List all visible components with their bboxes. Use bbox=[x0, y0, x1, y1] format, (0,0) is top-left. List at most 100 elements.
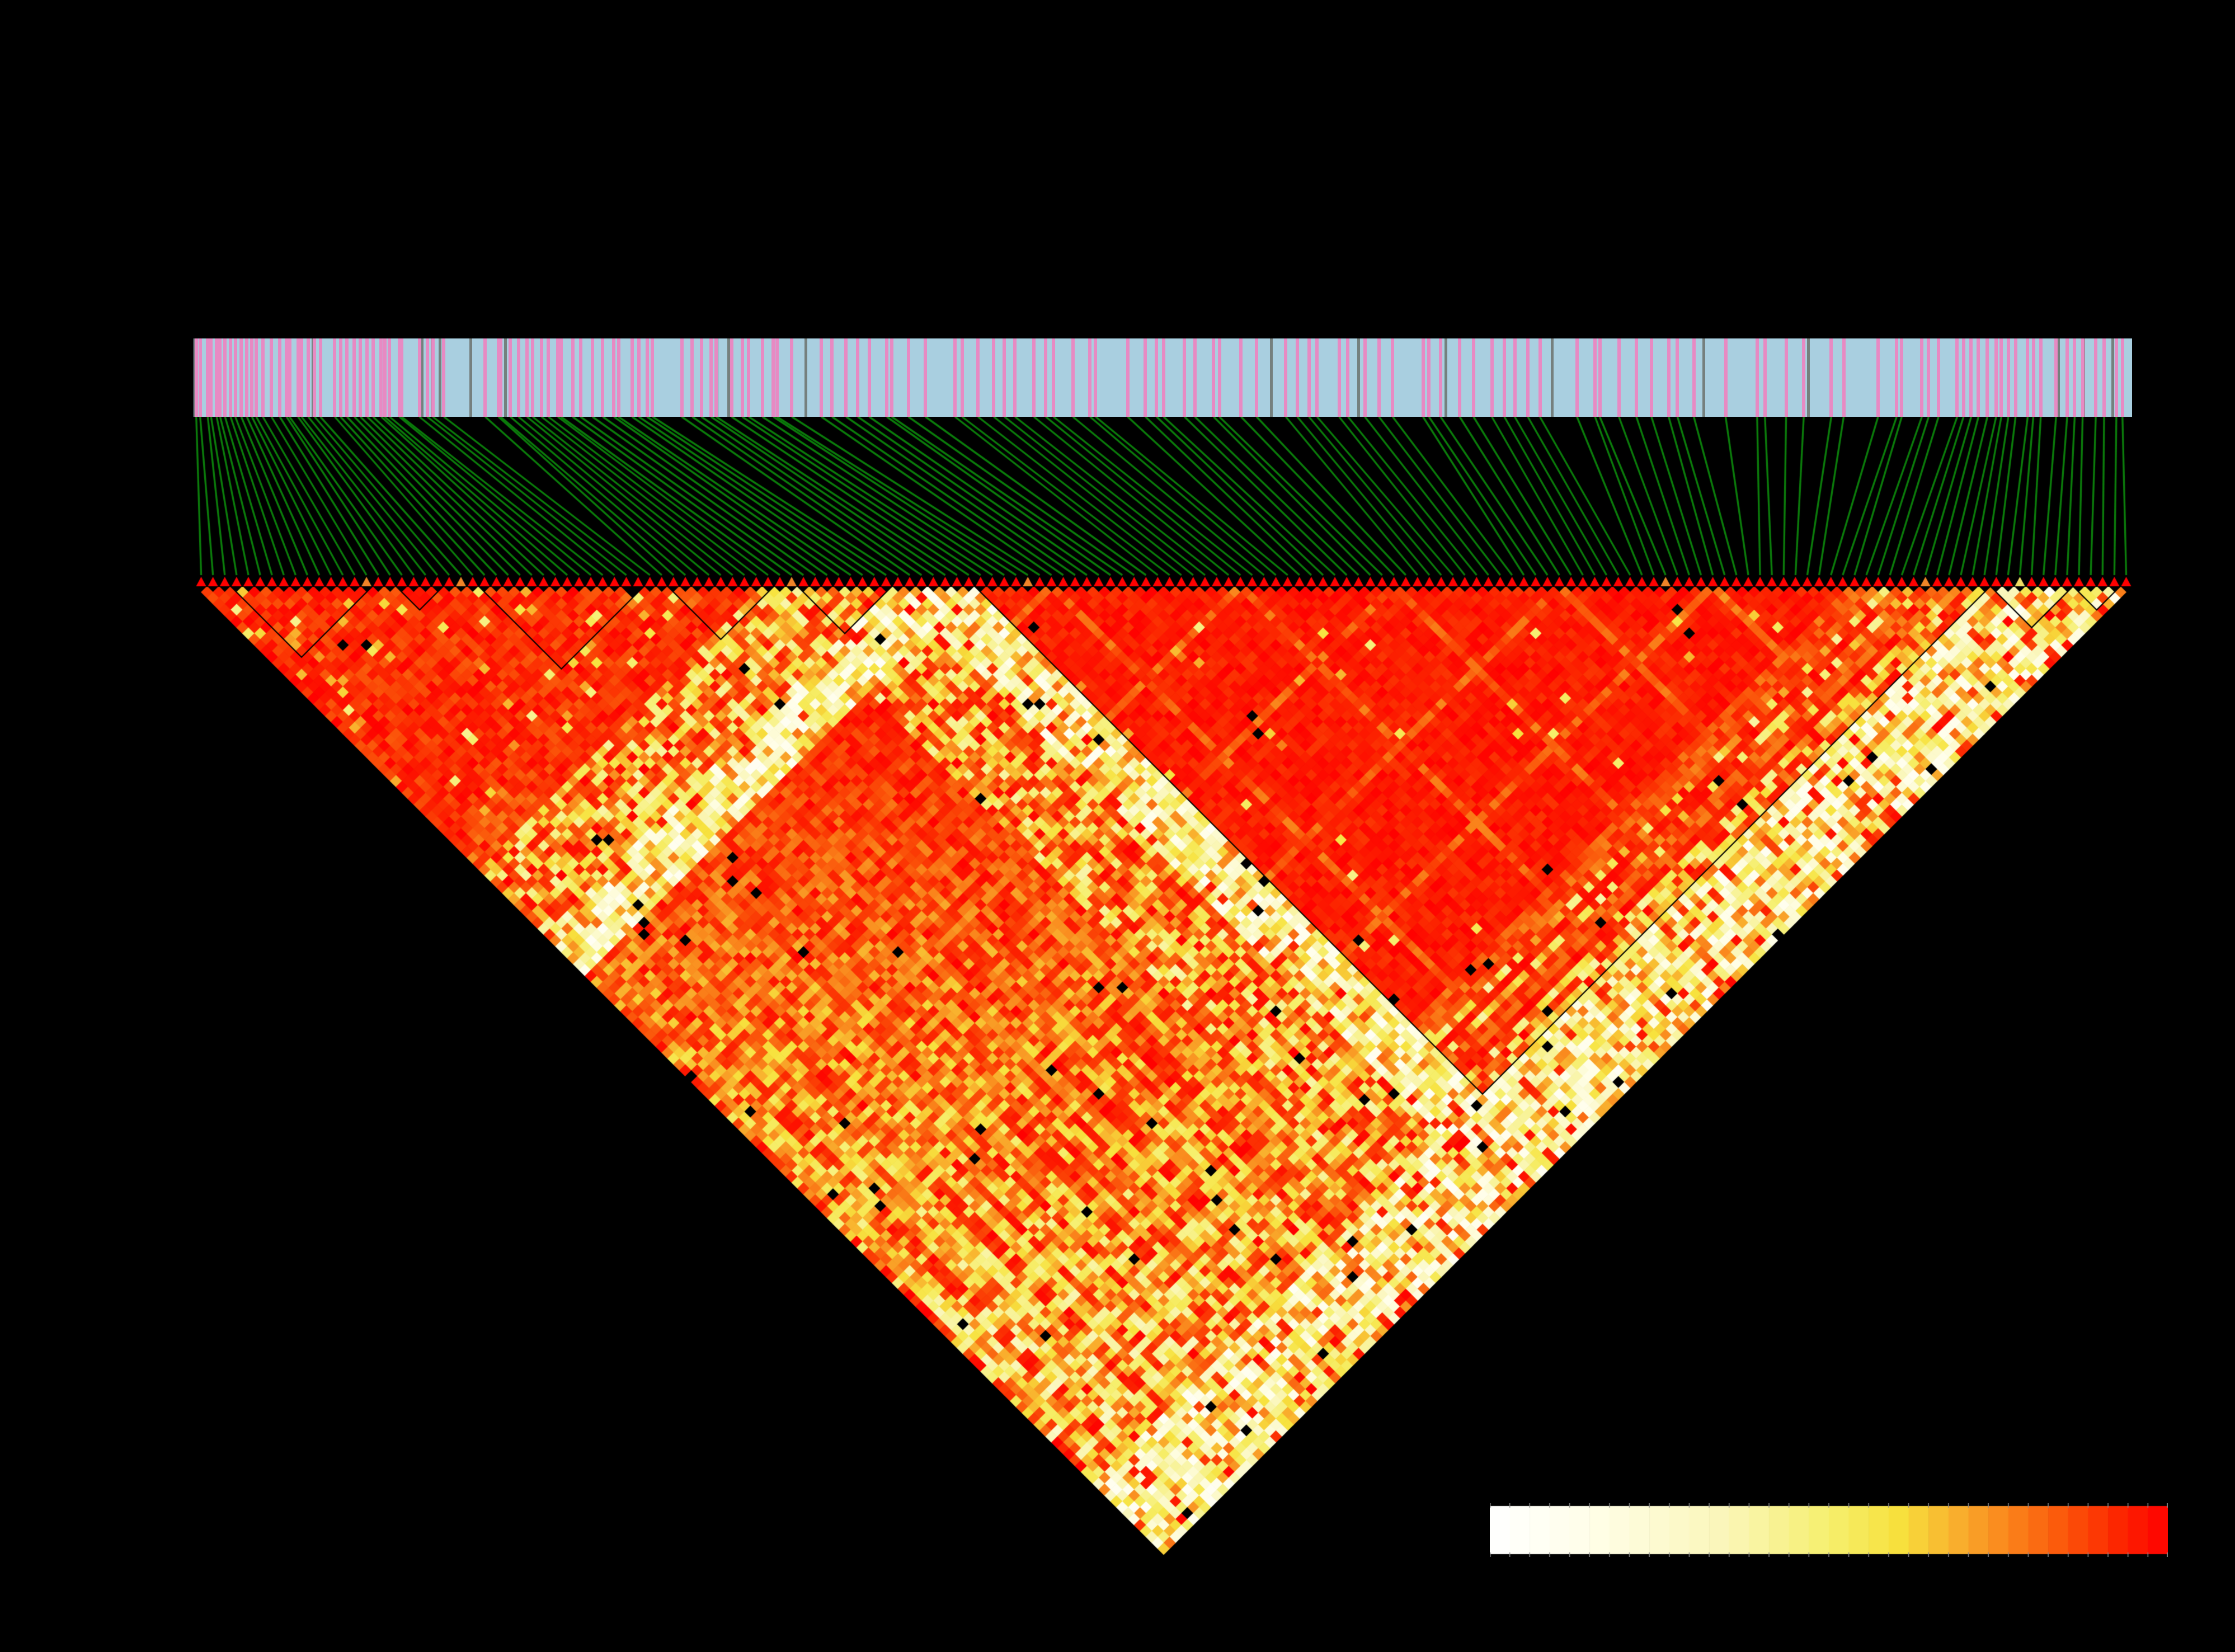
snp-position-tick bbox=[1421, 338, 1425, 417]
snp-position-tick bbox=[1458, 338, 1462, 417]
snp-position-tick bbox=[601, 338, 605, 417]
snp-position-tick bbox=[531, 338, 535, 417]
snp-position-tick bbox=[417, 338, 421, 417]
snp-position-tick bbox=[2120, 338, 2124, 417]
snp-position-tick bbox=[1575, 338, 1579, 417]
snp-position-tick bbox=[960, 338, 964, 417]
color-key bbox=[1490, 1503, 2168, 1557]
snp-position-tick bbox=[2026, 338, 2030, 417]
snp-position-tick bbox=[296, 338, 300, 417]
snp-position-tick bbox=[218, 338, 222, 417]
snp-position-tick bbox=[1471, 338, 1475, 417]
snp-position-tick bbox=[1183, 338, 1187, 417]
snp-position-tick bbox=[1667, 338, 1671, 417]
snp-position-tick bbox=[1598, 338, 1602, 417]
snp-position-tick bbox=[1126, 338, 1130, 417]
snp-position-tick bbox=[1969, 338, 1973, 417]
snp-position-tick bbox=[1315, 338, 1319, 417]
snp-position-tick bbox=[198, 338, 202, 417]
snp-position-tick bbox=[1617, 338, 1621, 417]
snp-position-tick bbox=[856, 338, 860, 417]
snp-position-tick bbox=[483, 338, 487, 417]
snp-position-tick bbox=[261, 338, 265, 417]
snp-position-tick bbox=[547, 338, 550, 417]
snp-position-tick bbox=[1439, 338, 1443, 417]
snp-position-tick bbox=[1502, 338, 1506, 417]
snp-position-tick bbox=[278, 338, 282, 417]
snp-position-tick bbox=[540, 338, 543, 417]
snp-position-tick bbox=[612, 338, 616, 417]
snp-position-tick bbox=[194, 338, 198, 417]
snp-position-tick bbox=[1676, 338, 1679, 417]
snp-position-tick bbox=[1161, 338, 1165, 417]
snp-position-tick bbox=[1377, 338, 1381, 417]
snp-position-tick bbox=[1724, 338, 1728, 417]
snp-position-tick bbox=[516, 338, 520, 417]
snp-position-tick bbox=[890, 338, 893, 417]
snp-position-tick bbox=[1193, 338, 1197, 417]
snp-position-tick bbox=[1634, 338, 1638, 417]
snp-position-tick bbox=[1977, 338, 1980, 417]
excluded-snp-tick bbox=[504, 338, 507, 417]
snp-position-tick bbox=[714, 338, 718, 417]
snp-position-tick bbox=[844, 338, 848, 417]
snp-position-tick bbox=[1876, 338, 1880, 417]
snp-position-tick bbox=[1094, 338, 1098, 417]
snp-position-tick bbox=[1692, 338, 1696, 417]
snp-position-tick bbox=[1994, 338, 1998, 417]
snp-position-tick bbox=[1013, 338, 1017, 417]
snp-position-tick bbox=[1829, 338, 1833, 417]
snp-position-tick bbox=[699, 338, 703, 417]
snp-position-tick bbox=[333, 338, 337, 417]
excluded-snp-tick bbox=[311, 338, 314, 417]
snp-position-tick bbox=[313, 338, 317, 417]
snp-position-tick bbox=[2114, 338, 2118, 417]
snp-position-tick bbox=[425, 338, 429, 417]
snp-position-tick bbox=[1032, 338, 1036, 417]
snp-position-tick bbox=[1363, 338, 1367, 417]
snp-position-tick bbox=[556, 338, 560, 417]
snp-position-tick bbox=[1337, 338, 1341, 417]
snp-position-tick bbox=[1284, 338, 1288, 417]
snp-position-tick bbox=[953, 338, 957, 417]
snp-position-tick bbox=[760, 338, 764, 417]
snp-position-tick bbox=[1255, 338, 1259, 417]
snp-position-tick bbox=[525, 338, 529, 417]
snp-position-tick bbox=[1212, 338, 1216, 417]
snp-position-tick bbox=[442, 338, 446, 417]
snp-position-tick bbox=[215, 338, 219, 417]
snp-position-tick bbox=[578, 338, 582, 417]
snp-position-tick bbox=[1307, 338, 1311, 417]
excluded-snp-tick bbox=[1702, 338, 1705, 417]
excluded-snp-tick bbox=[727, 338, 730, 417]
snp-position-tick bbox=[379, 338, 383, 417]
snp-position-tick bbox=[223, 338, 227, 417]
snp-position-tick bbox=[1955, 338, 1959, 417]
excluded-snp-tick bbox=[421, 338, 424, 417]
snp-position-tick bbox=[498, 338, 502, 417]
snp-position-tick bbox=[1999, 338, 2003, 417]
snp-position-tick bbox=[399, 338, 403, 417]
snp-position-tick bbox=[2039, 338, 2043, 417]
snp-position-tick bbox=[300, 338, 304, 417]
snp-position-tick bbox=[906, 338, 910, 417]
snp-position-tick bbox=[1961, 338, 1965, 417]
snp-position-tick bbox=[383, 338, 387, 417]
genomic-position-bar bbox=[194, 338, 2132, 417]
snp-position-tick bbox=[239, 338, 243, 417]
excluded-snp-tick bbox=[1357, 338, 1360, 417]
snp-position-tick bbox=[306, 338, 310, 417]
snp-position-tick bbox=[1071, 338, 1075, 417]
snp-position-tick bbox=[617, 338, 620, 417]
snp-position-tick bbox=[830, 338, 834, 417]
snp-position-tick bbox=[992, 338, 996, 417]
snp-position-tick bbox=[1802, 338, 1806, 417]
snp-position-tick bbox=[2013, 338, 2017, 417]
snp-position-tick bbox=[775, 338, 779, 417]
snp-position-tick bbox=[270, 338, 274, 417]
snp-position-tick bbox=[630, 338, 634, 417]
snp-position-tick bbox=[388, 338, 392, 417]
snp-position-tick bbox=[651, 338, 655, 417]
snp-position-tick bbox=[1052, 338, 1056, 417]
